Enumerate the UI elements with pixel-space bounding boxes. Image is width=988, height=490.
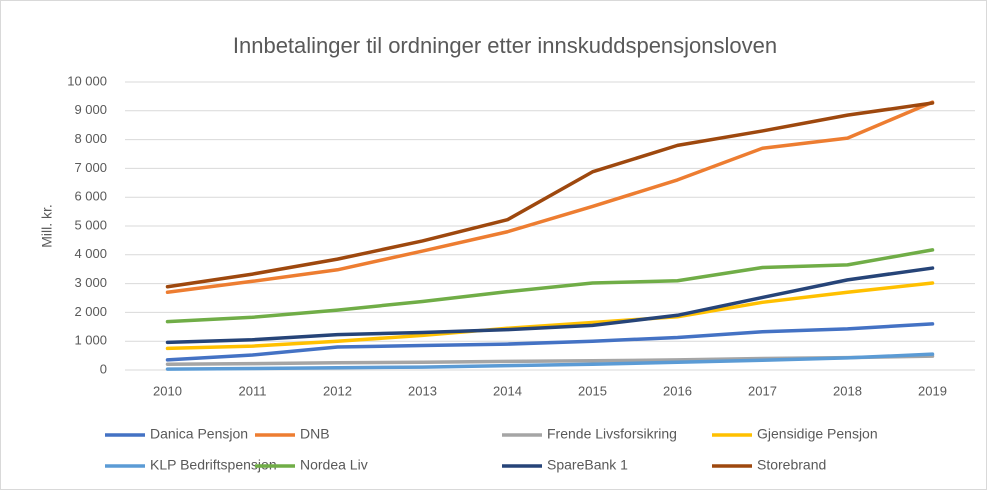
- x-tick-label: 2017: [748, 383, 777, 398]
- series-line: [165, 352, 935, 371]
- y-tick-label: 0: [100, 361, 107, 376]
- legend-label: Danica Pensjon: [150, 426, 248, 442]
- series-line: [165, 101, 935, 289]
- y-tick-label: 6 000: [74, 189, 107, 204]
- x-tick-label: 2019: [918, 383, 947, 398]
- legend-label: SpareBank 1: [547, 457, 628, 473]
- legend-label: Storebrand: [757, 457, 826, 473]
- y-tick-label: 2 000: [74, 304, 107, 319]
- legend-label: Gjensidige Pensjon: [757, 426, 878, 442]
- legend-label: Frende Livsforsikring: [547, 426, 677, 442]
- y-tick-label: 3 000: [74, 275, 107, 290]
- x-tick-label: 2011: [239, 383, 267, 398]
- series-line: [165, 322, 935, 362]
- x-tick-label: 2018: [833, 383, 862, 398]
- y-axis-label: Mill. kr.: [39, 204, 55, 248]
- y-tick-label: 4 000: [74, 246, 107, 261]
- y-tick-label: 1 000: [74, 333, 107, 348]
- x-tick-label: 2015: [578, 383, 607, 398]
- legend-label: KLP Bedriftspensjon: [150, 457, 277, 473]
- series-line: [165, 266, 935, 345]
- x-tick-label: 2012: [323, 383, 352, 398]
- series-line: [165, 248, 935, 324]
- y-tick-label: 5 000: [74, 217, 107, 232]
- chart-title: Innbetalinger til ordninger etter innsku…: [233, 33, 777, 58]
- y-tick-label: 9 000: [74, 102, 107, 117]
- x-tick-label: 2013: [408, 383, 437, 398]
- x-tick-label: 2014: [493, 383, 522, 398]
- legend-label: Nordea Liv: [300, 457, 368, 473]
- x-tick-label: 2010: [153, 383, 182, 398]
- y-tick-label: 8 000: [74, 131, 107, 146]
- x-tick-label: 2016: [663, 383, 692, 398]
- y-tick-label: 10 000: [67, 73, 107, 88]
- y-tick-label: 7 000: [74, 160, 107, 175]
- legend-label: DNB: [300, 426, 330, 442]
- series-line: [165, 100, 935, 294]
- series-line: [165, 281, 935, 351]
